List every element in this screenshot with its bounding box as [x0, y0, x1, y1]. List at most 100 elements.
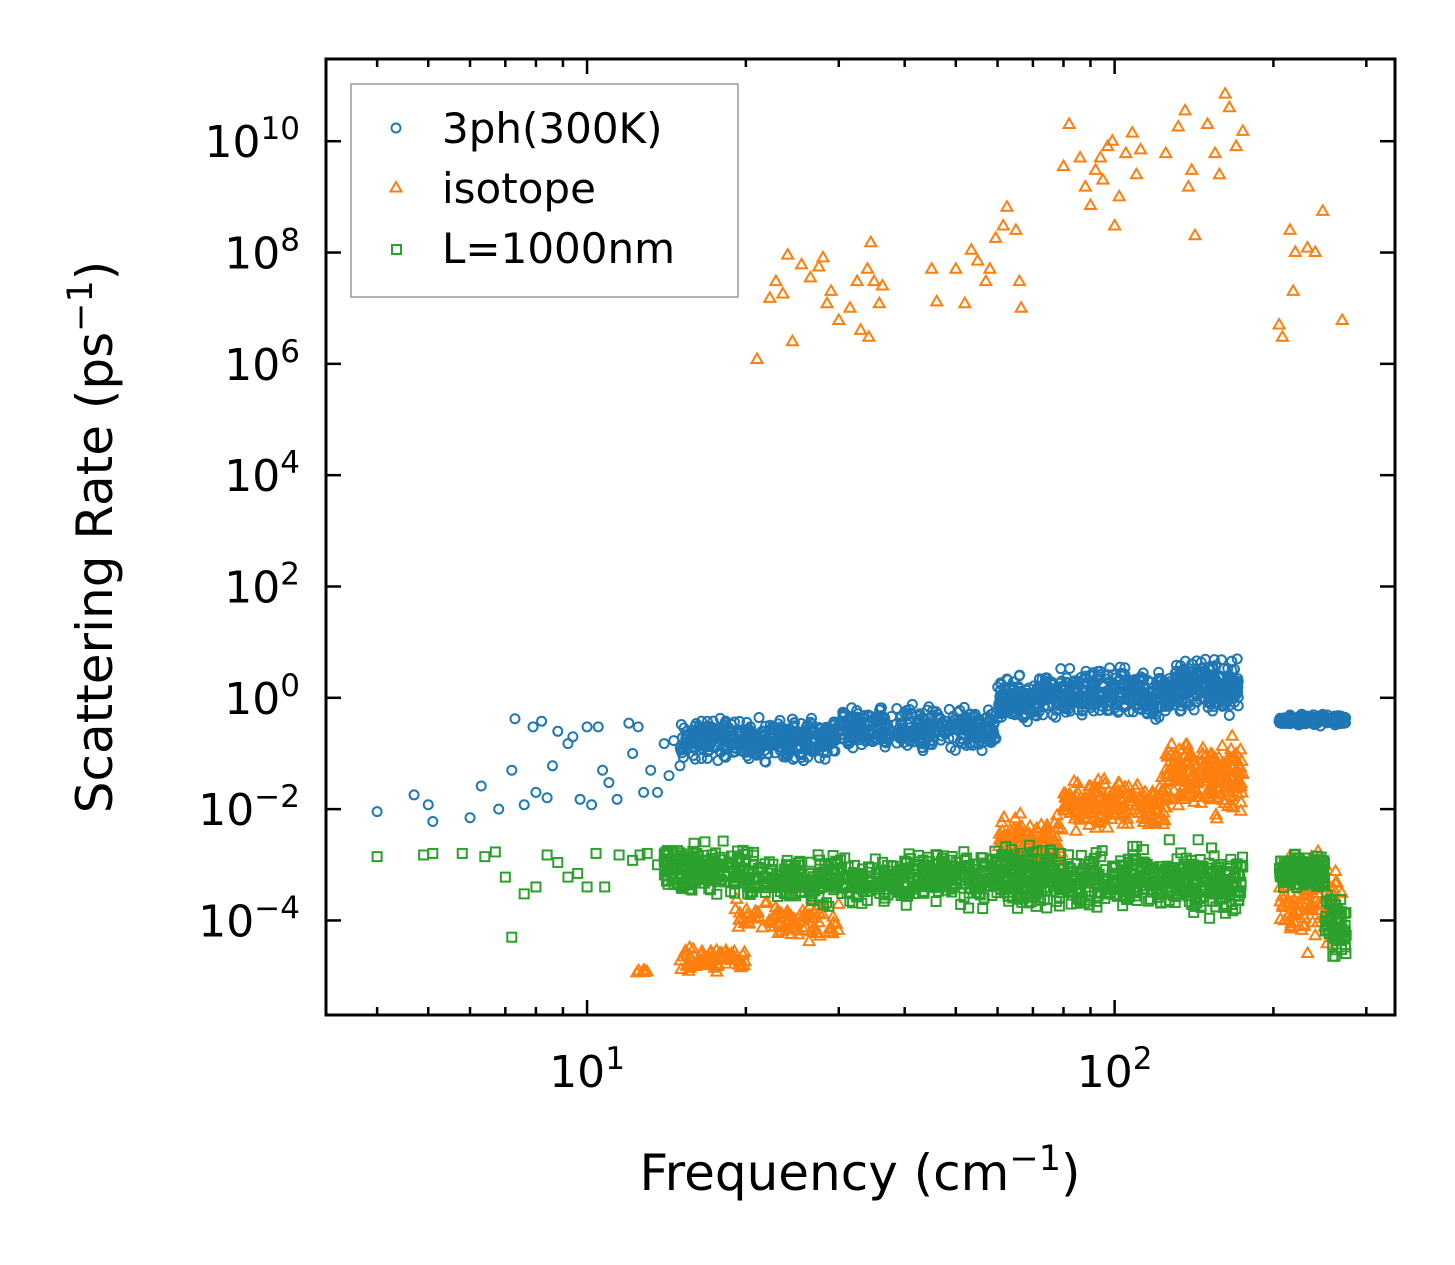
point-3ph-300k--1291 — [1078, 686, 1090, 698]
point-3ph-300k--964 — [1015, 694, 1027, 706]
point-3ph-300k--1326 — [1080, 698, 1092, 710]
point-3ph-300k--968 — [1000, 681, 1012, 693]
point-3ph-300k--789 — [943, 732, 955, 744]
point-isotope-9 — [815, 249, 831, 263]
point-3ph-300k--834 — [907, 729, 919, 741]
point-3ph-300k--452 — [743, 737, 755, 749]
point-3ph-300k--831 — [841, 723, 853, 735]
point-3ph-300k--1589 — [1220, 691, 1232, 703]
point-3ph-300k--24 — [611, 793, 623, 805]
legend: 3ph(300K) isotope L=1000nm — [350, 83, 739, 298]
point-3ph-300k--279 — [675, 718, 687, 730]
point-3ph-300k--1307 — [1104, 704, 1116, 716]
point-3ph-300k--318 — [827, 745, 839, 757]
point-3ph-300k--969 — [1008, 707, 1020, 719]
point-3ph-300k--6 — [493, 803, 505, 815]
point-3ph-300k--821 — [858, 709, 870, 721]
point-3ph-300k--1332 — [1059, 687, 1071, 699]
point-3ph-300k--806 — [960, 739, 972, 751]
point-3ph-300k--2 — [422, 799, 434, 811]
point-3ph-300k--830 — [868, 735, 880, 747]
point-3ph-300k--1573 — [1195, 656, 1207, 668]
point-3ph-300k--15 — [552, 725, 564, 737]
point-3ph-300k--802 — [842, 734, 854, 746]
point-3ph-300k--417 — [724, 729, 736, 741]
point-3ph-300k--426 — [817, 741, 829, 753]
point-3ph-300k--451 — [819, 735, 831, 747]
point-3ph-300k--7 — [506, 764, 518, 776]
point-3ph-300k--973 — [1027, 706, 1039, 718]
point-3ph-300k--1298 — [1150, 713, 1162, 725]
point-3ph-300k--1588 — [1207, 660, 1219, 672]
point-3ph-300k--1280 — [1128, 693, 1140, 705]
point-3ph-300k--384 — [728, 716, 740, 728]
point-3ph-300k--829 — [984, 735, 996, 747]
point-3ph-300k--536 — [976, 745, 988, 757]
point-3ph-300k--1 — [408, 789, 420, 801]
point-3ph-300k--780 — [961, 720, 973, 732]
point-3ph-300k--13 — [541, 792, 553, 804]
point-3ph-300k--1762 — [1334, 718, 1346, 730]
point-3ph-300k--449 — [727, 746, 739, 758]
point-3ph-300k--1314 — [1154, 674, 1166, 686]
point-3ph-300k--1592 — [1176, 667, 1188, 679]
point-3ph-300k--1333 — [1094, 669, 1106, 681]
point-isotope-7 — [803, 269, 818, 283]
point-3ph-300k--1581 — [1171, 659, 1183, 671]
point-3ph-300k--826 — [854, 720, 866, 732]
point-3ph-300k--21 — [592, 721, 604, 733]
point-isotope-2 — [768, 273, 784, 287]
point-3ph-300k--1594 — [1178, 679, 1190, 691]
point-3ph-300k--408 — [795, 740, 807, 752]
point-3ph-300k--1281 — [1087, 680, 1099, 692]
point-3ph-300k--772 — [895, 717, 907, 729]
point-3ph-300k--25 — [623, 717, 635, 729]
point-3ph-300k--1546 — [1224, 673, 1236, 685]
point-3ph-300k--20 — [586, 799, 598, 811]
point-3ph-300k--29 — [645, 764, 657, 776]
point-3ph-300k--1323 — [1159, 682, 1171, 694]
point-3ph-300k--26 — [627, 747, 639, 759]
point-3ph-300k--445 — [777, 737, 789, 749]
point-3ph-300k--448 — [704, 736, 716, 748]
point-3ph-300k--1593 — [1202, 687, 1214, 699]
point-3ph-300k--22 — [597, 764, 609, 776]
point-isotope-6 — [794, 256, 809, 270]
point-3ph-300k--380 — [806, 718, 818, 730]
point-3ph-300k--805 — [897, 727, 909, 739]
point-3ph-300k--1021 — [1050, 711, 1062, 723]
point-3ph-300k--1545 — [1191, 695, 1203, 707]
point-3ph-300k--825 — [968, 726, 980, 738]
point-3ph-300k--1331 — [1145, 699, 1157, 711]
point-3ph-300k--1178 — [1064, 663, 1076, 675]
point-3ph-300k--27 — [632, 721, 644, 733]
point-3ph-300k--1324 — [1134, 673, 1146, 685]
point-3ph-300k--1368 — [1223, 709, 1235, 721]
point-3ph-300k--1329 — [1109, 702, 1121, 714]
point-3ph-300k--447 — [788, 728, 800, 740]
point-3ph-300k--1575 — [1229, 663, 1241, 675]
point-3ph-300k--1295 — [1045, 682, 1057, 694]
point-3ph-300k--446 — [744, 726, 756, 738]
point-3ph-300k--1286 — [1102, 685, 1114, 697]
point-3ph-300k--416 — [820, 721, 832, 733]
point-3ph-300k--1300 — [1140, 689, 1152, 701]
point-isotope-4 — [780, 247, 795, 260]
legend-label-isotope: isotope — [442, 164, 596, 213]
point-3ph-300k--1311 — [1138, 672, 1150, 684]
point-3ph-300k--810 — [862, 709, 874, 721]
point-3ph-300k--0 — [371, 806, 383, 818]
point-3ph-300k--1315 — [1136, 704, 1148, 716]
point-3ph-300k--1226 — [1094, 665, 1106, 677]
point-3ph-300k--235 — [819, 753, 831, 765]
point-3ph-300k--393 — [788, 717, 800, 729]
point-3ph-300k--9 — [518, 799, 530, 811]
point-3ph-300k--19 — [581, 721, 593, 733]
point-3ph-300k--321 — [714, 712, 726, 724]
point-3ph-300k--963 — [995, 692, 1007, 704]
point-3ph-300k--428 — [701, 752, 713, 764]
point-3ph-300k--712 — [837, 706, 849, 718]
point-3ph-300k--679 — [846, 702, 858, 714]
point-3ph-300k--1225 — [1076, 709, 1088, 721]
